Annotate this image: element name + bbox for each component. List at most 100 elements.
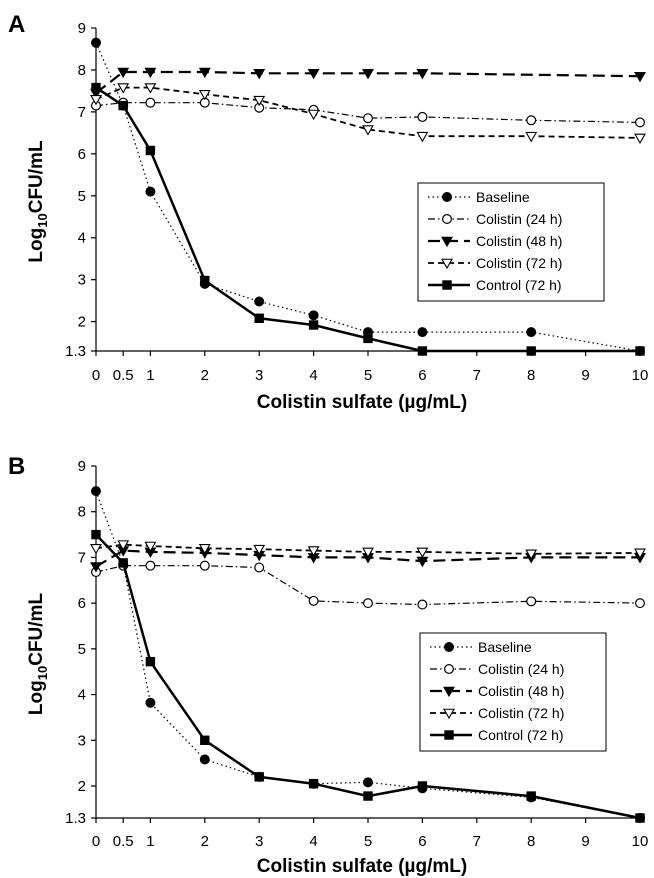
- y-tick-label: 1.3: [65, 343, 86, 360]
- series-line: [95, 86, 641, 139]
- data-point: [90, 486, 101, 497]
- y-tick-label: 3: [78, 272, 86, 289]
- data-point: [145, 97, 156, 108]
- data-point: [417, 111, 428, 122]
- series-line: [95, 86, 640, 353]
- data-point: [91, 529, 101, 540]
- y-tick-label: 2: [78, 314, 86, 331]
- data-point: [417, 327, 428, 338]
- data-point: [526, 346, 536, 356]
- data-point: [526, 791, 536, 801]
- data-point: [254, 772, 264, 782]
- data-point: [308, 779, 319, 789]
- data-point: [417, 599, 428, 610]
- data-point: [635, 813, 645, 823]
- data-point: [90, 37, 101, 48]
- y-tick-label: 6: [78, 146, 86, 163]
- data-point: [308, 595, 319, 606]
- legend: Baseline Colistin (24 h) Colistin (48 h) Co…: [417, 182, 605, 302]
- y-tick-label: 5: [78, 188, 86, 205]
- data-point: [362, 69, 374, 80]
- x-tick-label: 4: [309, 367, 317, 384]
- data-point: [308, 320, 319, 330]
- legend-label: Baseline: [476, 189, 530, 205]
- legend-swatch-marker: [443, 708, 455, 720]
- x-tick-label: 10: [632, 367, 649, 384]
- x-axis-label: Colistin sulfate (µg/mL): [257, 856, 467, 877]
- y-axis-label-subscript: 10: [35, 666, 50, 680]
- data-point: [634, 133, 646, 145]
- y-tick-label: 1.3: [65, 810, 86, 827]
- x-tick-label: 1: [146, 367, 154, 384]
- data-point: [307, 546, 320, 557]
- x-tick-label: 8: [527, 367, 535, 384]
- x-tick-label: 3: [255, 833, 263, 850]
- y-tick-label: 3: [78, 732, 86, 749]
- data-point: [117, 83, 130, 94]
- data-point: [90, 543, 102, 555]
- data-point: [308, 310, 319, 321]
- y-tick-label: 4: [78, 230, 86, 247]
- y-tick-label: 7: [78, 104, 86, 121]
- legend-label: Colistin (24 h): [478, 661, 564, 677]
- legend: Baseline Colistin (24 h) Colistin (48 h) Co…: [419, 632, 607, 752]
- series-line: [95, 543, 641, 555]
- x-tick-label: 0: [92, 367, 100, 384]
- data-point: [525, 549, 538, 560]
- legend-label: Colistin (48 h): [476, 233, 562, 249]
- data-point: [634, 598, 645, 609]
- data-point: [634, 117, 645, 128]
- data-point: [200, 275, 210, 286]
- y-tick-label: 6: [78, 595, 86, 612]
- legend-label: Colistin (24 h): [476, 211, 562, 227]
- y-tick-label: 7: [78, 549, 86, 566]
- y-tick-label: 9: [78, 20, 86, 37]
- data-point: [117, 540, 130, 551]
- legend-swatch-marker: [442, 192, 453, 203]
- legend-swatch-marker: [444, 663, 455, 674]
- data-point: [145, 656, 156, 667]
- data-point: [363, 113, 374, 124]
- x-tick-label: 0.5: [113, 833, 134, 850]
- x-tick-label: 9: [581, 833, 589, 850]
- series-colistin-48-h: [90, 67, 646, 100]
- data-point: [417, 781, 428, 791]
- data-point: [253, 95, 266, 107]
- data-point: [416, 69, 429, 80]
- x-tick-label: 5: [364, 367, 372, 384]
- y-tick-label: 9: [78, 458, 86, 475]
- data-point: [526, 327, 537, 338]
- y-axis-label-unit: CFU/mL: [26, 593, 47, 666]
- data-point: [254, 296, 265, 307]
- data-point: [526, 115, 537, 126]
- series-colistin-72-h: [90, 540, 646, 560]
- data-point: [417, 346, 428, 356]
- data-point: [253, 544, 266, 556]
- x-tick-label: 4: [309, 833, 317, 850]
- data-point: [200, 735, 210, 745]
- x-tick-label: 6: [418, 367, 426, 384]
- legend-label: Colistin (48 h): [478, 683, 564, 699]
- y-axis-label-main: Log: [26, 680, 47, 715]
- panel-label: A: [8, 11, 25, 38]
- data-point: [118, 558, 128, 568]
- chart-panel-b: B 1.3 2 3 4 5 6 7 8 9 0 0.5 1 2 3 4 5 6 7 8 9 10 Colistin sulf…: [8, 453, 648, 877]
- series-line: [95, 102, 641, 123]
- series-line: [95, 549, 640, 568]
- series-line: [95, 42, 641, 352]
- data-point: [198, 67, 211, 79]
- x-tick-label: 6: [418, 833, 426, 850]
- x-tick-label: 5: [364, 833, 372, 850]
- data-point: [198, 89, 211, 101]
- data-point: [362, 125, 374, 136]
- legend-swatch-marker: [443, 686, 455, 698]
- data-point: [363, 777, 374, 788]
- y-tick-label: 8: [78, 62, 86, 79]
- data-point: [254, 562, 265, 573]
- data-point: [199, 560, 210, 571]
- legend-swatch-marker: [442, 280, 452, 290]
- data-point: [363, 333, 373, 344]
- data-point: [198, 543, 211, 555]
- series-colistin-24-h: [90, 97, 645, 128]
